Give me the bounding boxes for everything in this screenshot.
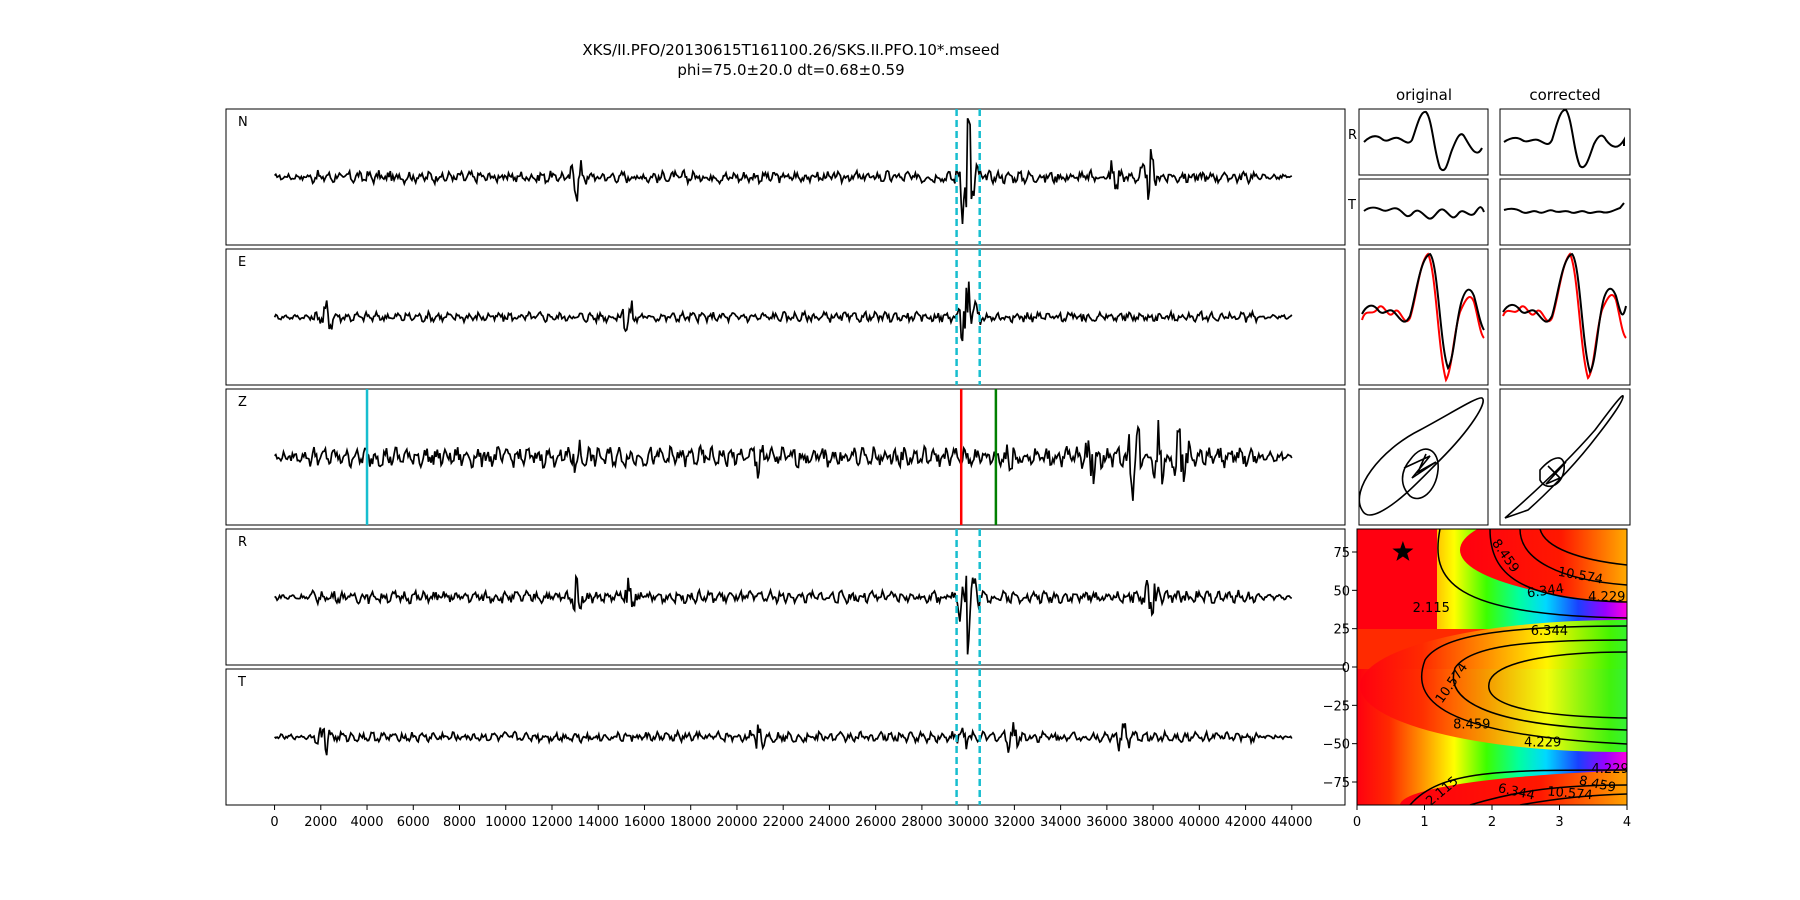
x-tick-label-44000: 44000 [1271,815,1312,830]
x-tick-label-20000: 20000 [716,815,757,830]
corr-overlay-red [1502,252,1627,380]
column-title-corrected: corrected [1529,86,1600,104]
x-tick-label-42000: 42000 [1225,815,1266,830]
orig-overlay-black [1361,252,1485,371]
contour-label-7: 8.459 [1453,717,1490,732]
panel-z-frame [225,388,1346,526]
err-x-tick-label-2: 2 [1488,815,1496,830]
row-label-t: T [1347,198,1356,213]
figure-subtitle: phi=75.0±20.0 dt=0.68±0.59 [677,61,905,79]
x-tick-label-14000: 14000 [578,815,619,830]
error-x-axis: 0 1 2 3 4 [1353,805,1631,830]
corr-t-wave [1503,202,1625,214]
x-tick-label-28000: 28000 [901,815,942,830]
x-tick-label-0: 0 [270,815,278,830]
trace-r [274,573,1293,655]
panel-z-label: Z [238,395,247,410]
panel-e-label: E [238,255,246,270]
trace-e [273,281,1293,342]
corr-t-frame [1499,178,1631,246]
surface-top-strip [1357,529,1437,629]
row-label-r: R [1348,128,1357,143]
x-tick-label-30000: 30000 [947,815,988,830]
x-tick-label-32000: 32000 [994,815,1035,830]
contour-label-2: 6.344 [1526,581,1565,601]
err-x-tick-label-0: 0 [1353,815,1361,830]
err-x-tick-label-1: 1 [1420,815,1428,830]
x-tick-label-36000: 36000 [1086,815,1127,830]
x-tick-label-22000: 22000 [763,815,804,830]
figure-title: XKS/II.PFO/20130615T161100.26/SKS.II.PFO… [582,41,1000,59]
best-fit-star [1392,541,1414,561]
err-y-tick-label-25: 25 [1333,623,1350,638]
panel-r-frame [225,528,1346,666]
orig-r-wave [1363,110,1483,171]
panel-t-frame [225,668,1346,806]
error-y-axis: 75 50 25 0 −25 −50 −75 [1323,546,1357,791]
x-tick-label-18000: 18000 [670,815,711,830]
contour-label-13: 10.574 [1547,784,1594,803]
corr-particle-motion [1504,395,1624,519]
x-tick-label-8000: 8000 [443,815,476,830]
x-tick-label-24000: 24000 [809,815,850,830]
contour-label-4: 2.115 [1413,601,1450,616]
trace-z [274,419,1293,501]
contour-label-8: 4.229 [1524,736,1561,751]
x-tick-label-40000: 40000 [1179,815,1220,830]
corr-particle-frame [1499,388,1631,526]
err-y-tick-label-50: 50 [1333,584,1350,599]
orig-r-frame [1358,108,1489,176]
x-tick-label-4000: 4000 [350,815,383,830]
err-x-tick-label-4: 4 [1623,815,1631,830]
surface-hot-top [1460,529,1627,603]
corr-r-wave [1503,108,1625,169]
err-y-tick-label-75: 75 [1333,546,1350,561]
trace-n [273,117,1293,224]
trace-t [273,722,1293,756]
contour-label-3: 4.229 [1588,590,1625,605]
err-y-tick-label-0: 0 [1342,661,1350,676]
contour-lines [1409,529,1627,805]
column-title-original: original [1396,86,1452,104]
surface-mid-zone [1360,620,1627,752]
panel-r-label: R [238,535,247,550]
orig-particle-motion [1358,397,1484,516]
x-tick-label-38000: 38000 [1132,815,1173,830]
panel-n-label: N [238,115,248,130]
x-tick-label-16000: 16000 [624,815,665,830]
corr-overlay-black [1502,252,1627,375]
orig-overlay-red [1361,252,1485,383]
corr-overlay-frame [1499,248,1631,386]
x-tick-label-2000: 2000 [304,815,337,830]
contour-label-9: 4.229 [1592,762,1629,777]
x-tick-label-10000: 10000 [485,815,526,830]
corr-r-frame [1499,108,1631,176]
x-tick-label-26000: 26000 [855,815,896,830]
orig-overlay-frame [1358,248,1489,386]
contour-label-5: 6.344 [1531,624,1568,639]
trace-panels: N E Z R T 0 2000 4000 6000 8000 10000 12000 140… [225,108,1346,830]
surface-low-zone [1400,770,1627,805]
err-y-tick-label--25: −25 [1323,699,1350,714]
orig-t-frame [1358,178,1489,246]
panel-e-frame [225,248,1346,386]
err-x-tick-label-3: 3 [1555,815,1563,830]
err-y-tick-label--75: −75 [1323,776,1350,791]
panel-t-label: T [237,675,246,690]
x-tick-label-34000: 34000 [1040,815,1081,830]
orig-particle-frame [1358,388,1489,526]
marker-layer [365,109,998,805]
x-axis: 0 2000 4000 6000 8000 10000 12000 14000 16000 180… [270,805,1313,830]
orig-t-wave [1363,206,1485,220]
err-y-tick-label--50: −50 [1323,738,1350,753]
x-tick-label-12000: 12000 [531,815,572,830]
panel-n-frame [225,108,1346,246]
x-tick-label-6000: 6000 [397,815,430,830]
